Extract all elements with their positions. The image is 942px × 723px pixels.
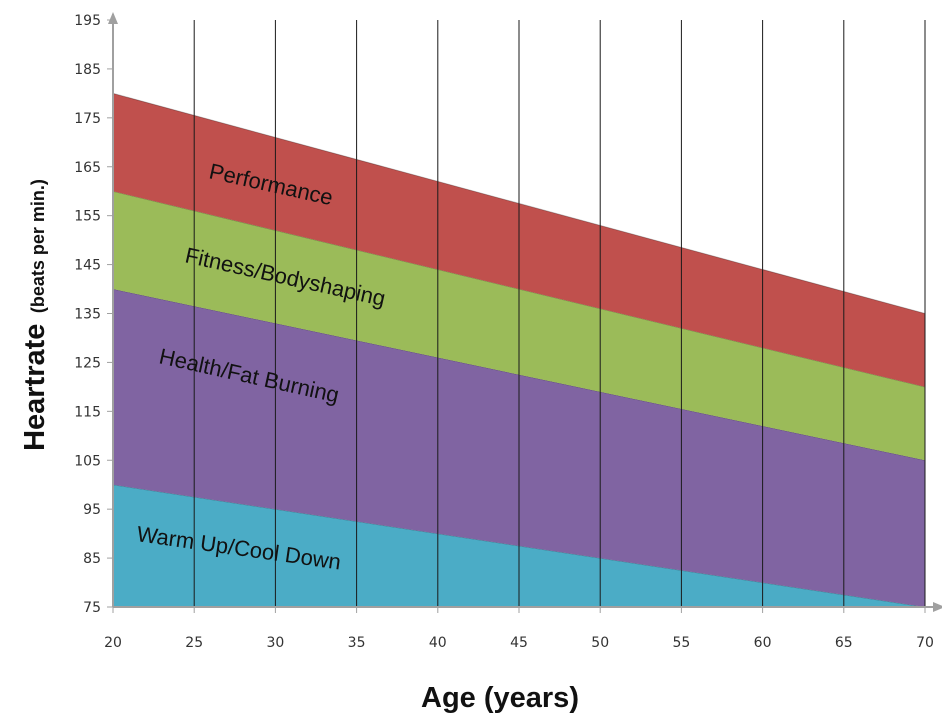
y-tick-label-165: 165 <box>74 160 101 176</box>
vertical-gridlines <box>193 20 926 607</box>
x-axis-label: Age (years) <box>421 682 579 714</box>
y-tick-label-85: 85 <box>83 551 101 567</box>
y-axis-arrowhead <box>108 12 118 24</box>
x-tick-label-45: 45 <box>510 635 528 651</box>
y-tick-label-145: 145 <box>74 258 101 274</box>
y-tick-label-95: 95 <box>83 502 101 518</box>
x-tick-label-55: 55 <box>672 635 690 651</box>
x-axis-arrowhead <box>933 602 942 612</box>
x-tick-label-35: 35 <box>348 635 366 651</box>
y-axis-label-sub: (beats per min.) <box>28 179 48 313</box>
x-tick-label-25: 25 <box>185 635 203 651</box>
y-tick-label-75: 75 <box>83 600 101 616</box>
y-axis-label-main: Heartrate <box>19 324 51 451</box>
y-tick-label-125: 125 <box>74 355 101 371</box>
x-tick-label-30: 30 <box>266 635 284 651</box>
y-tick-label-155: 155 <box>74 209 101 225</box>
y-tick-label-105: 105 <box>74 453 101 469</box>
y-axis-label: Heartrate (beats per min.) <box>19 179 51 451</box>
y-tick-label-175: 175 <box>74 111 101 127</box>
x-tick-label-40: 40 <box>429 635 447 651</box>
x-tick-label-65: 65 <box>835 635 853 651</box>
y-tick-label-115: 115 <box>74 404 101 420</box>
y-tick-label-135: 135 <box>74 307 101 323</box>
x-tick-label-20: 20 <box>104 635 122 651</box>
y-tick-label-185: 185 <box>74 62 101 78</box>
x-tick-label-70: 70 <box>916 635 934 651</box>
x-tick-label-60: 60 <box>754 635 772 651</box>
y-tick-label-195: 195 <box>74 13 101 29</box>
y-tick-labels: 75 85 95 105 115 125 135 145 155 165 175 185 195 <box>74 13 101 616</box>
x-tick-label-50: 50 <box>591 635 609 651</box>
x-tick-labels: 20 25 30 35 40 45 50 55 60 65 70 <box>104 635 934 651</box>
axes <box>107 12 942 613</box>
